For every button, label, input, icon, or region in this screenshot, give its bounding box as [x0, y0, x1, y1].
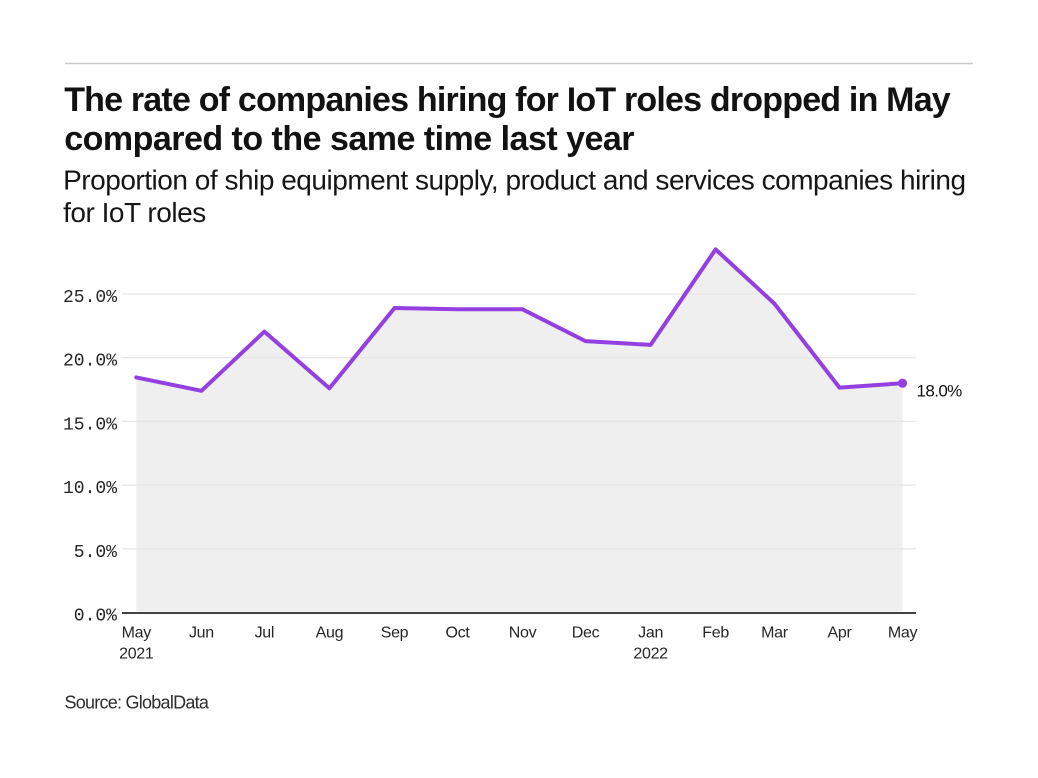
svg-text:Mar: Mar [761, 625, 789, 642]
svg-text:Aug: Aug [316, 625, 344, 642]
svg-text:compared to the same time last: compared to the same time last year [64, 120, 634, 158]
svg-text:Sep: Sep [381, 625, 409, 642]
svg-text:May: May [122, 625, 152, 642]
svg-text:0.0%: 0.0% [74, 607, 117, 627]
svg-text:Feb: Feb [702, 625, 729, 642]
svg-text:20.0%: 20.0% [63, 352, 117, 372]
svg-text:10.0%: 10.0% [63, 479, 117, 499]
svg-text:for IoT roles: for IoT roles [63, 197, 206, 228]
svg-text:Proportion of ship equipment s: Proportion of ship equipment supply, pro… [63, 165, 965, 196]
svg-text:Source: GlobalData: Source: GlobalData [65, 693, 210, 713]
svg-text:2021: 2021 [119, 646, 154, 663]
svg-text:Jan: Jan [638, 625, 663, 642]
svg-text:15.0%: 15.0% [63, 415, 117, 435]
svg-text:Nov: Nov [509, 625, 537, 642]
svg-text:25.0%: 25.0% [63, 288, 117, 308]
svg-text:18.0%: 18.0% [917, 381, 963, 400]
svg-text:Apr: Apr [828, 625, 853, 642]
svg-text:May: May [888, 625, 918, 642]
svg-text:2022: 2022 [633, 646, 668, 663]
svg-text:Jul: Jul [255, 625, 275, 642]
svg-text:Oct: Oct [446, 625, 471, 642]
svg-text:The rate of companies hiring f: The rate of companies hiring for IoT rol… [64, 81, 951, 119]
svg-text:Dec: Dec [572, 625, 600, 642]
svg-text:5.0%: 5.0% [74, 543, 117, 563]
svg-text:Jun: Jun [189, 625, 214, 642]
